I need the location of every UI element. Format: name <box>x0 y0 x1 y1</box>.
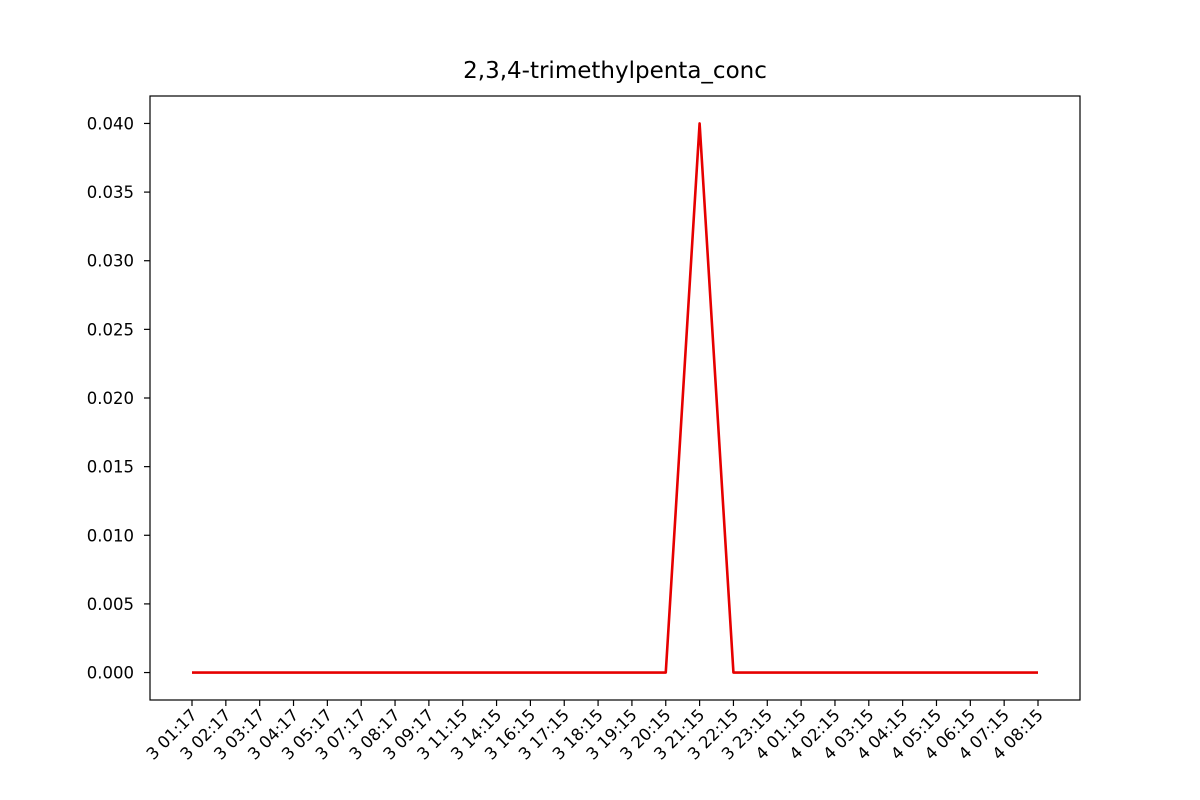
series-layer <box>192 122 1038 674</box>
chart-title: 2,3,4-trimethylpenta_conc <box>463 58 767 84</box>
y-tick-label: 0.010 <box>87 526 134 545</box>
y-tick-label: 0.020 <box>87 389 134 408</box>
series-line <box>192 122 1038 674</box>
y-tick-label: 0.005 <box>87 595 134 614</box>
x-axis: 3 01:173 02:173 03:173 04:173 05:173 07:… <box>143 700 1047 764</box>
y-tick-label: 0.030 <box>87 252 134 271</box>
y-tick-label: 0.015 <box>87 458 134 477</box>
y-tick-label: 0.000 <box>87 664 134 683</box>
y-tick-label: 0.040 <box>87 114 134 133</box>
y-axis: 0.000 0.005 0.010 0.015 0.020 0.025 0.030 0.035… <box>87 114 150 683</box>
y-tick-label: 0.035 <box>87 183 134 202</box>
y-tick-label: 0.025 <box>87 320 134 339</box>
plot-area-frame <box>149 95 1081 701</box>
